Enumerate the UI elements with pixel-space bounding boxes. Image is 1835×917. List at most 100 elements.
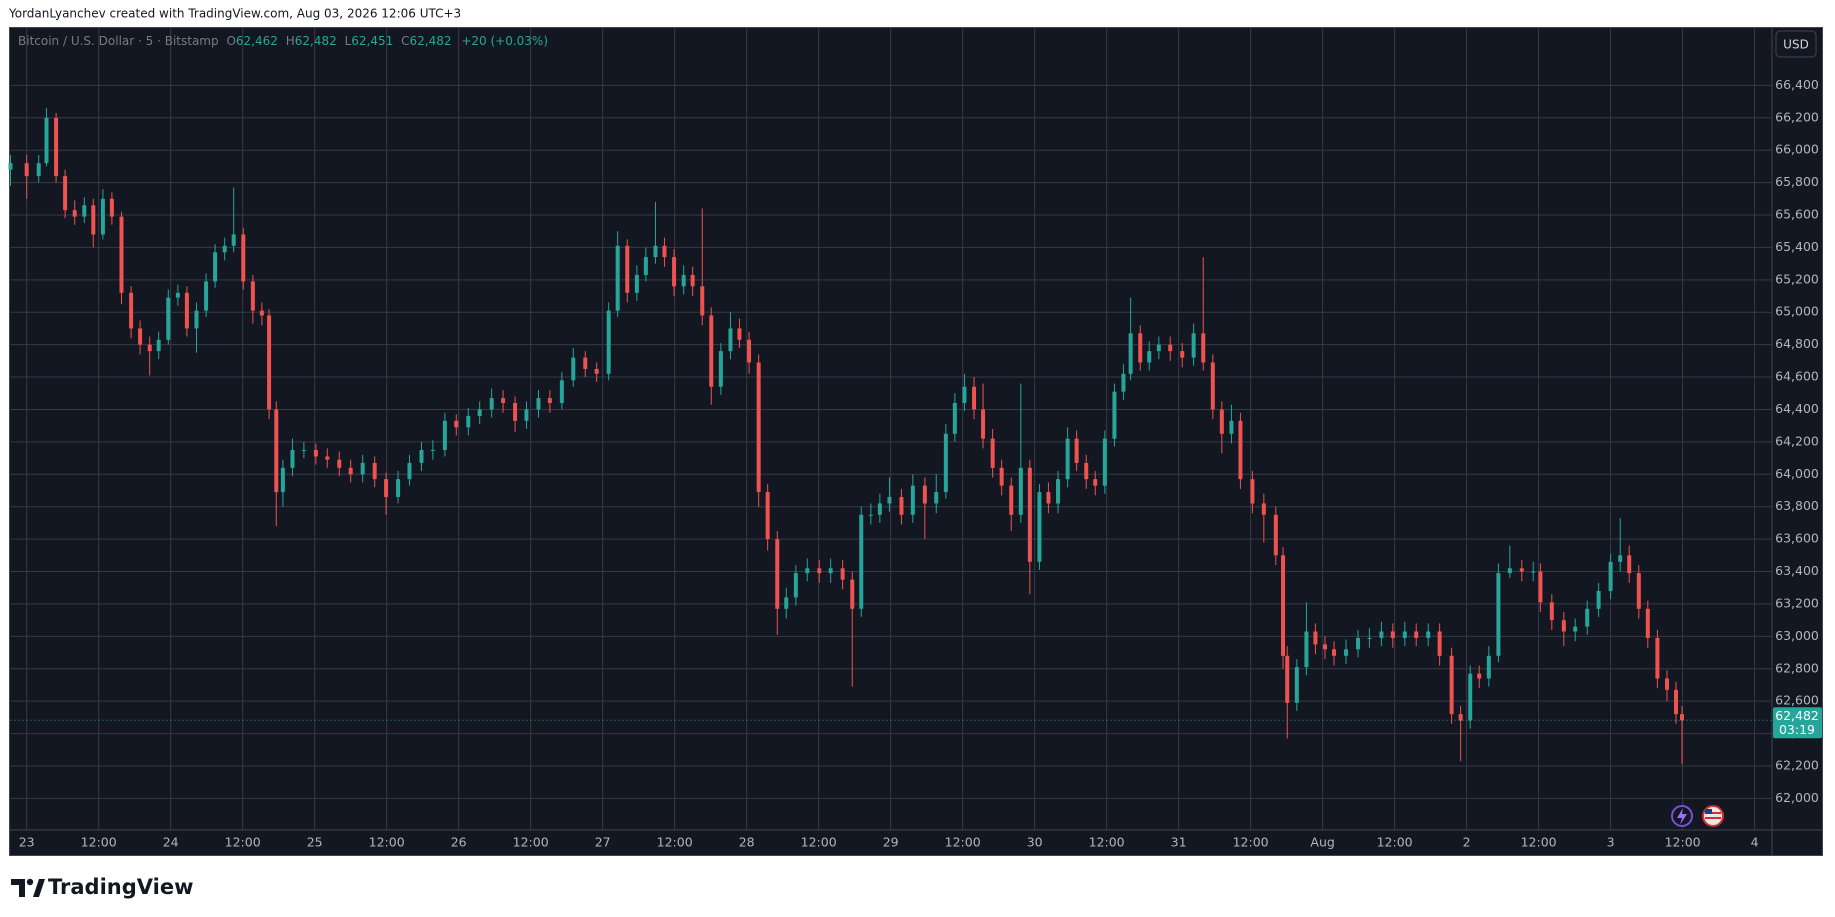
- candle-body: [981, 409, 986, 439]
- candle-body: [1618, 555, 1623, 562]
- candle-body: [709, 315, 714, 387]
- candle-body: [1261, 503, 1266, 515]
- candle-body: [1477, 673, 1482, 679]
- candle-body: [1128, 333, 1133, 374]
- axes: 62,00062,20062,40062,60062,80063,00063,2…: [19, 77, 1822, 850]
- x-tick-label: 28: [739, 835, 755, 850]
- logo-shape: [33, 879, 45, 897]
- candle-body: [129, 292, 134, 329]
- candle-body: [337, 459, 342, 468]
- candle-body: [466, 415, 471, 428]
- candle-body: [817, 568, 822, 574]
- x-tick-label: 12:00: [225, 835, 261, 850]
- candle-body: [877, 503, 882, 515]
- flag-stripe: [1705, 817, 1721, 819]
- candle-body: [1367, 637, 1372, 639]
- candle-body: [643, 257, 648, 275]
- candle-body: [606, 310, 611, 374]
- candle-body: [267, 315, 272, 410]
- countdown-label: 03:19: [1779, 722, 1815, 737]
- candle-body: [634, 274, 639, 293]
- x-tick-label: 12:00: [657, 835, 693, 850]
- legend-header: Bitcoin / U.S. Dollar · 5 · Bitstamp O62…: [18, 34, 548, 48]
- candle-body: [430, 449, 435, 451]
- ohlc-value: 62,482: [410, 34, 452, 48]
- candle-body: [1191, 333, 1196, 358]
- candle-body: [156, 339, 161, 352]
- candle-body: [681, 274, 686, 287]
- candle-body: [828, 568, 833, 574]
- y-tick-label: 63,800: [1775, 498, 1819, 513]
- candle-body: [922, 485, 927, 504]
- candle-body: [1250, 479, 1255, 504]
- y-tick-label: 66,200: [1775, 109, 1819, 124]
- candle-body: [805, 568, 810, 574]
- x-tick-label: 29: [883, 835, 899, 850]
- candle-body: [1379, 631, 1384, 638]
- candle-body: [1573, 626, 1578, 632]
- currency-button[interactable]: [1775, 30, 1817, 58]
- candle-body: [1168, 344, 1173, 352]
- candle-body: [1201, 333, 1206, 363]
- logo-mark: [11, 878, 45, 897]
- y-tick-label: 64,200: [1775, 433, 1819, 448]
- candle-body: [72, 210, 77, 217]
- candle-body: [662, 245, 667, 258]
- candle-body: [868, 514, 873, 516]
- currency-label[interactable]: USD: [1783, 38, 1809, 52]
- candle-body: [1332, 649, 1337, 656]
- candle-body: [54, 117, 59, 177]
- candle-body: [1074, 438, 1079, 463]
- candle-body: [24, 163, 29, 177]
- candle-body: [1549, 602, 1554, 621]
- y-tick-label: 63,000: [1775, 628, 1819, 643]
- candle-body: [419, 449, 424, 463]
- x-tick-label: 24: [163, 835, 179, 850]
- candle-body: [1294, 667, 1299, 703]
- candle-body: [1229, 420, 1234, 434]
- candle-body: [1056, 479, 1061, 504]
- candle-body: [1285, 655, 1290, 703]
- logo-shape: [26, 878, 34, 886]
- candle-body: [1304, 631, 1309, 668]
- candle-body: [559, 380, 564, 403]
- candle-body: [990, 438, 995, 468]
- candle-body: [1486, 655, 1491, 679]
- candle-body: [1323, 644, 1328, 650]
- candle-body: [859, 514, 864, 609]
- grid: [10, 28, 1772, 830]
- y-tick-label: 62,800: [1775, 660, 1819, 675]
- candle-body: [1655, 637, 1660, 679]
- y-tick-label: 64,800: [1775, 336, 1819, 351]
- candle-body: [119, 216, 124, 293]
- candle-body: [775, 539, 780, 609]
- candle-body: [1636, 573, 1641, 609]
- candle-body: [943, 433, 948, 493]
- candle-body: [1084, 462, 1089, 480]
- candle-body: [999, 467, 1004, 486]
- candle-body: [594, 368, 599, 374]
- candle-body: [1585, 608, 1590, 627]
- candle-body: [250, 281, 255, 311]
- candle-body: [934, 492, 939, 504]
- candle-body: [615, 245, 620, 311]
- candle-body: [1138, 333, 1143, 363]
- candle-body: [407, 462, 412, 480]
- x-tick-label: 12:00: [81, 835, 117, 850]
- candle-body: [1608, 561, 1613, 591]
- x-tick-label: 12:00: [1233, 835, 1269, 850]
- y-tick-label: 63,200: [1775, 595, 1819, 610]
- y-tick-label: 65,600: [1775, 207, 1819, 222]
- candle-body: [1009, 485, 1014, 515]
- ohlc-value: 62,482: [295, 34, 337, 48]
- x-tick-label: 2: [1463, 835, 1471, 850]
- candle-body: [793, 573, 798, 598]
- ohlc-key: L: [345, 34, 352, 48]
- y-tick-label: 66,400: [1775, 77, 1819, 92]
- candle-body: [222, 245, 227, 253]
- candle-body: [44, 117, 49, 164]
- symbol: Bitcoin / U.S. Dollar · 5 · Bitstamp: [18, 34, 219, 48]
- candle-body: [756, 362, 761, 493]
- x-tick-label: 12:00: [1089, 835, 1125, 850]
